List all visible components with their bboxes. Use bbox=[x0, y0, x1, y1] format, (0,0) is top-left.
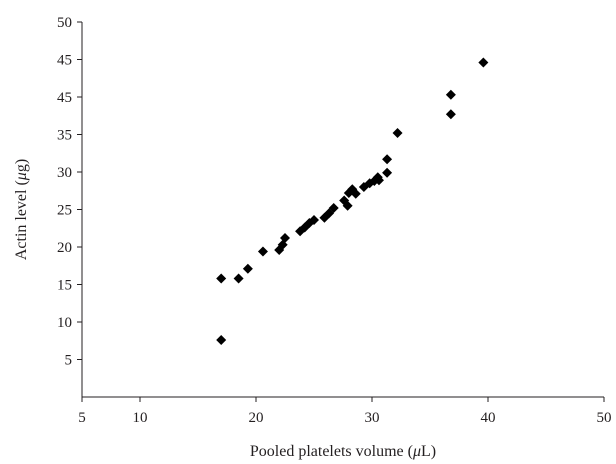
data-point bbox=[242, 263, 253, 274]
y-axis-title-prefix: Actin level ( bbox=[13, 180, 30, 260]
data-point bbox=[445, 89, 456, 100]
y-tick-label: 50 bbox=[57, 15, 72, 31]
x-axis-title: Pooled platelets volume (μL) bbox=[250, 443, 436, 460]
data-points bbox=[216, 57, 489, 345]
data-point bbox=[309, 215, 319, 225]
x-axis-title-suffix: L) bbox=[421, 443, 436, 460]
axes bbox=[81, 22, 604, 398]
y-axis-title: Actin level (μg) bbox=[13, 159, 30, 260]
y-axis-ticks: 5 10 15 20 25 30 35 45 45 50 bbox=[57, 15, 82, 369]
data-point bbox=[216, 273, 227, 284]
data-point bbox=[350, 188, 361, 199]
data-point bbox=[382, 154, 393, 165]
x-tick-label: 30 bbox=[365, 410, 380, 426]
x-axis-title-prefix: Pooled platelets volume ( bbox=[250, 443, 413, 460]
x-tick-label: 50 bbox=[597, 410, 612, 426]
y-tick-label: 5 bbox=[65, 353, 73, 369]
x-tick-label: 5 bbox=[78, 410, 86, 426]
y-axis-title-suffix: g) bbox=[13, 159, 30, 172]
data-point bbox=[392, 128, 403, 138]
y-tick-label: 15 bbox=[57, 278, 72, 294]
data-point bbox=[233, 273, 244, 284]
y-tick-label: 20 bbox=[57, 240, 72, 256]
x-tick-label: 20 bbox=[249, 410, 264, 426]
data-point bbox=[373, 175, 384, 186]
data-point bbox=[382, 167, 393, 178]
data-point bbox=[216, 335, 227, 345]
x-axis-ticks: 5 10 20 30 40 50 bbox=[78, 397, 612, 426]
x-tick-label: 10 bbox=[133, 410, 148, 426]
y-tick-label: 45 bbox=[57, 90, 72, 106]
y-axis-title-unit-symbol: μ bbox=[13, 172, 30, 181]
y-tick-label: 30 bbox=[57, 165, 72, 181]
x-axis-title-unit-symbol: μ bbox=[412, 443, 421, 460]
y-tick-label: 45 bbox=[57, 53, 72, 69]
x-tick-label: 40 bbox=[481, 410, 496, 426]
y-tick-label: 25 bbox=[57, 203, 72, 219]
y-tick-label: 10 bbox=[57, 315, 72, 331]
data-point bbox=[257, 246, 268, 257]
y-tick-label: 35 bbox=[57, 128, 72, 144]
data-point bbox=[328, 203, 339, 213]
data-point bbox=[342, 200, 353, 211]
data-point bbox=[280, 233, 290, 243]
data-point bbox=[445, 109, 456, 120]
data-point bbox=[478, 57, 489, 68]
